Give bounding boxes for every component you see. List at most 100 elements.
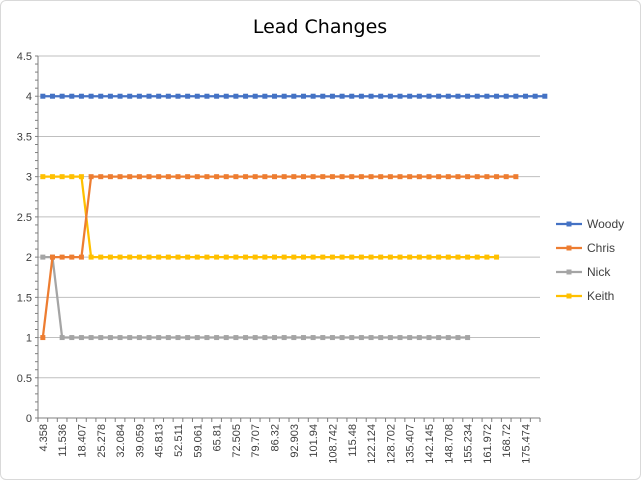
data-point xyxy=(194,254,200,260)
data-point xyxy=(300,93,306,99)
data-point xyxy=(272,93,278,99)
data-point xyxy=(455,335,461,341)
data-point xyxy=(146,335,152,341)
series-chris xyxy=(40,174,519,341)
data-point xyxy=(185,335,191,341)
data-point xyxy=(98,93,104,99)
data-point xyxy=(378,254,384,260)
data-point xyxy=(107,174,113,180)
data-point xyxy=(484,254,490,260)
data-point xyxy=(397,254,403,260)
data-point xyxy=(407,174,413,180)
data-point xyxy=(59,93,65,99)
data-point xyxy=(59,174,65,180)
data-point xyxy=(358,254,364,260)
data-point xyxy=(272,254,278,260)
x-tick-label: 11.536 xyxy=(57,424,69,457)
legend-swatch-marker xyxy=(566,269,572,275)
data-point xyxy=(98,254,104,260)
data-point xyxy=(281,174,287,180)
data-point xyxy=(503,174,509,180)
y-tick-label: 3.5 xyxy=(17,131,32,143)
data-point xyxy=(339,335,345,341)
data-point xyxy=(214,174,220,180)
data-point xyxy=(397,335,403,341)
legend-swatch-marker xyxy=(566,221,572,227)
data-point xyxy=(407,254,413,260)
y-tick-label: 4 xyxy=(26,91,32,103)
data-point xyxy=(136,254,142,260)
data-point xyxy=(49,254,55,260)
data-point xyxy=(175,93,181,99)
data-point xyxy=(494,254,500,260)
data-point xyxy=(136,174,142,180)
legend-item-keith: Keith xyxy=(556,289,614,303)
data-point xyxy=(88,174,94,180)
data-point xyxy=(523,93,529,99)
data-point xyxy=(117,254,123,260)
x-tick-label: 142.145 xyxy=(424,424,436,464)
data-point xyxy=(455,174,461,180)
data-point xyxy=(300,174,306,180)
x-tick-label: 25.278 xyxy=(96,424,108,458)
data-point xyxy=(252,335,258,341)
data-point xyxy=(426,335,432,341)
data-point xyxy=(339,93,345,99)
data-point xyxy=(194,174,200,180)
data-point xyxy=(165,335,171,341)
x-tick-label: 18.407 xyxy=(76,424,88,458)
data-point xyxy=(262,93,268,99)
x-tick-label: 108.742 xyxy=(327,424,339,464)
data-point xyxy=(310,93,316,99)
data-point xyxy=(194,93,200,99)
data-point xyxy=(98,174,104,180)
data-point xyxy=(387,254,393,260)
data-point xyxy=(88,254,94,260)
data-point xyxy=(484,174,490,180)
data-point xyxy=(40,93,46,99)
data-point xyxy=(532,93,538,99)
data-point xyxy=(233,254,239,260)
series-nick xyxy=(40,254,471,341)
data-point xyxy=(513,93,519,99)
y-tick-label: 3 xyxy=(26,172,32,184)
data-point xyxy=(146,254,152,260)
data-point xyxy=(107,254,113,260)
data-point xyxy=(223,254,229,260)
x-tick-label: 52.511 xyxy=(173,424,185,457)
data-point xyxy=(69,335,75,341)
data-point xyxy=(272,174,278,180)
y-tick-label: 0.5 xyxy=(17,373,32,385)
data-point xyxy=(455,254,461,260)
data-point xyxy=(185,93,191,99)
data-point xyxy=(378,174,384,180)
x-tick-label: 155.234 xyxy=(463,424,475,464)
data-point xyxy=(426,254,432,260)
data-point xyxy=(465,93,471,99)
data-point xyxy=(397,93,403,99)
data-point xyxy=(474,93,480,99)
data-point xyxy=(320,174,326,180)
data-point xyxy=(146,174,152,180)
data-point xyxy=(262,174,268,180)
data-point xyxy=(436,174,442,180)
data-point xyxy=(426,174,432,180)
data-point xyxy=(358,174,364,180)
data-point xyxy=(69,93,75,99)
data-point xyxy=(358,335,364,341)
x-tick-label: 122.124 xyxy=(366,424,378,464)
x-tick-labels: 4.358 11.536 18.407 25.278 32.084 39.059 45.81… xyxy=(38,424,533,464)
data-point xyxy=(407,335,413,341)
data-point xyxy=(127,174,133,180)
data-point xyxy=(291,174,297,180)
data-point xyxy=(185,174,191,180)
data-point xyxy=(49,93,55,99)
data-point xyxy=(407,93,413,99)
data-point xyxy=(310,335,316,341)
data-point xyxy=(465,174,471,180)
x-tick-label: 148.708 xyxy=(443,424,455,464)
data-point xyxy=(320,93,326,99)
data-point xyxy=(465,254,471,260)
data-point xyxy=(117,93,123,99)
data-point xyxy=(484,93,490,99)
